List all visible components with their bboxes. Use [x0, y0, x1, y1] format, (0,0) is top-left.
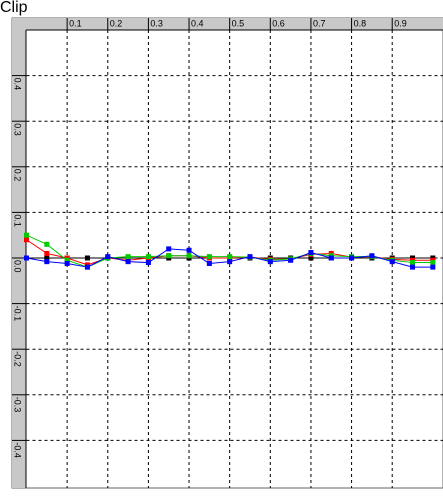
y-tick-label: 0.3 [13, 123, 23, 136]
data-point [24, 232, 29, 238]
left-ruler [12, 18, 26, 488]
data-point [430, 264, 436, 270]
x-tick-label: 0.1 [69, 18, 82, 28]
data-point [44, 241, 50, 247]
top-ruler [12, 18, 443, 30]
chart-frame [11, 17, 443, 489]
data-point [84, 255, 90, 261]
y-tick-label: 0.4 [13, 78, 23, 91]
data-point [206, 254, 212, 260]
data-point [44, 250, 50, 256]
data-point [308, 255, 314, 261]
y-tick-label: -0.3 [13, 397, 23, 413]
data-point [369, 253, 375, 259]
y-tick-label: 0.2 [13, 169, 23, 182]
x-tick-label: 0.5 [232, 18, 245, 28]
x-tick-label: 0.6 [272, 18, 285, 28]
data-point [430, 260, 436, 266]
data-point [389, 259, 395, 265]
y-tick-label: -0.2 [13, 351, 23, 367]
y-tick-label: -0.1 [13, 306, 23, 322]
data-point [410, 260, 416, 266]
data-point [186, 247, 192, 253]
data-point [328, 255, 334, 261]
y-tick-label: 0.1 [13, 214, 23, 227]
data-point [24, 237, 29, 243]
data-point [166, 246, 172, 252]
data-point [267, 259, 273, 265]
data-point [44, 255, 50, 261]
y-tick-label: 0.0 [13, 260, 23, 273]
x-tick-label: 0.2 [110, 18, 123, 28]
chart-title: Clip [0, 0, 28, 16]
data-point [105, 254, 111, 260]
data-point [410, 264, 416, 270]
data-point [166, 253, 172, 259]
x-tick-label: 0.9 [394, 18, 407, 28]
data-point [247, 254, 253, 260]
x-tick-label: 0.4 [191, 18, 204, 28]
data-point [206, 260, 212, 266]
data-point [227, 254, 233, 260]
x-tick-label: 0.7 [313, 18, 326, 28]
data-point [349, 255, 355, 261]
x-tick-label: 0.8 [354, 18, 367, 28]
data-point [64, 260, 70, 266]
x-tick-label: 0.3 [150, 18, 163, 28]
data-point [44, 259, 50, 265]
data-point [125, 259, 131, 265]
data-point [186, 253, 192, 259]
data-point [84, 264, 90, 270]
data-point [227, 259, 233, 265]
data-point [24, 255, 29, 261]
data-point [145, 260, 151, 266]
data-point [308, 250, 314, 256]
data-point [145, 254, 151, 260]
data-point [64, 257, 70, 263]
y-tick-label: -0.4 [13, 442, 23, 458]
data-point [288, 257, 294, 263]
data-point [125, 254, 131, 260]
